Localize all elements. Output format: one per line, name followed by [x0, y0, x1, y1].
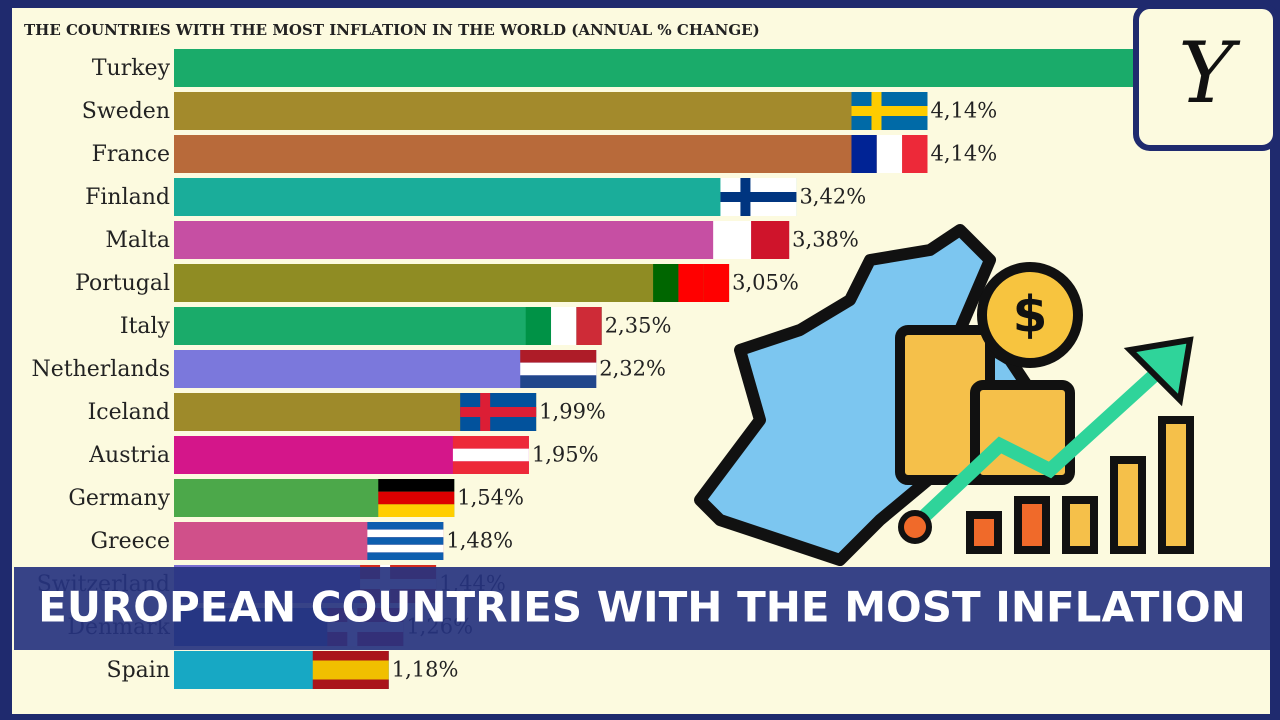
flag: [551, 307, 577, 345]
flag: [378, 504, 455, 517]
category-label: Turkey: [92, 56, 171, 81]
flag: [720, 192, 797, 202]
flag: [520, 362, 597, 376]
category-label: Spain: [107, 658, 170, 683]
dollar-sign: $: [1013, 286, 1048, 344]
value-label: 3,42%: [799, 185, 866, 209]
banner-title: EUROPEAN COUNTRIES WITH THE MOST INFLATI…: [38, 583, 1246, 632]
flag: [452, 461, 529, 474]
value-label: 4,14%: [930, 142, 997, 166]
chart-title: THE COUNTRIES WITH THE MOST INFLATION IN…: [24, 21, 760, 39]
bar: [174, 135, 928, 173]
flag: [713, 221, 752, 259]
flag: [520, 375, 597, 388]
mini-bar: [1110, 456, 1146, 554]
mini-bar: [1014, 496, 1050, 554]
bar: [174, 178, 797, 216]
arrow-start: [898, 510, 932, 544]
value-label: 4,14%: [930, 99, 997, 123]
bar: [174, 264, 730, 302]
trend-arrow: [910, 364, 1165, 531]
value-label: 2,32%: [599, 357, 666, 381]
flag: [851, 135, 877, 173]
flag: [576, 307, 602, 345]
value-label: 3,05%: [732, 271, 799, 295]
category-label: Germany: [68, 486, 170, 511]
flag: [378, 491, 455, 505]
flag: [378, 479, 455, 492]
flag: [367, 544, 444, 553]
flag: [678, 264, 704, 302]
value-label: 1,95%: [532, 443, 599, 467]
flag: [367, 537, 444, 545]
flag: [751, 221, 790, 259]
flag: [851, 106, 928, 116]
flag: [367, 522, 444, 530]
flag: [460, 407, 537, 417]
flag: [312, 679, 389, 689]
category-label: Iceland: [88, 400, 170, 425]
bar: [174, 92, 928, 130]
flag: [452, 448, 529, 462]
bar: [174, 49, 1248, 87]
value-label: 1,99%: [539, 400, 606, 424]
flag: [367, 552, 444, 560]
category-label: Austria: [88, 443, 170, 468]
flag: [312, 651, 389, 661]
logo-box: [1133, 3, 1279, 151]
flag: [520, 350, 597, 363]
arrow-head: [1123, 336, 1194, 407]
value-label: 1,54%: [457, 486, 524, 510]
category-label: Greece: [91, 529, 170, 554]
category-label: Portugal: [75, 271, 170, 296]
illustration: $: [694, 224, 1194, 566]
bar: [174, 221, 790, 259]
mini-bar: [966, 511, 1002, 554]
flag: [452, 436, 529, 449]
flag: [312, 670, 389, 680]
flag: [653, 264, 679, 302]
mini-bar: [1158, 416, 1194, 554]
flag: [902, 135, 928, 173]
mini-bar: [1062, 496, 1098, 554]
value-label: 1,48%: [446, 529, 513, 553]
category-label: Finland: [85, 185, 170, 210]
value-label: 1,18%: [392, 658, 459, 682]
coin: [977, 262, 1083, 368]
flag: [367, 529, 444, 538]
logo: Y: [1178, 24, 1241, 122]
category-label: Netherlands: [31, 357, 170, 382]
value-label: 2,35%: [605, 314, 672, 338]
category-label: Italy: [120, 314, 171, 339]
flag: [703, 264, 730, 302]
coins: [970, 380, 1075, 485]
banner-background: [14, 567, 1270, 650]
value-label: 3,38%: [792, 228, 859, 252]
category-label: Sweden: [82, 99, 170, 124]
category-label: France: [92, 142, 170, 167]
flag: [525, 307, 552, 345]
flag: [876, 135, 903, 173]
flag: [312, 660, 389, 670]
category-label: Malta: [105, 228, 170, 253]
